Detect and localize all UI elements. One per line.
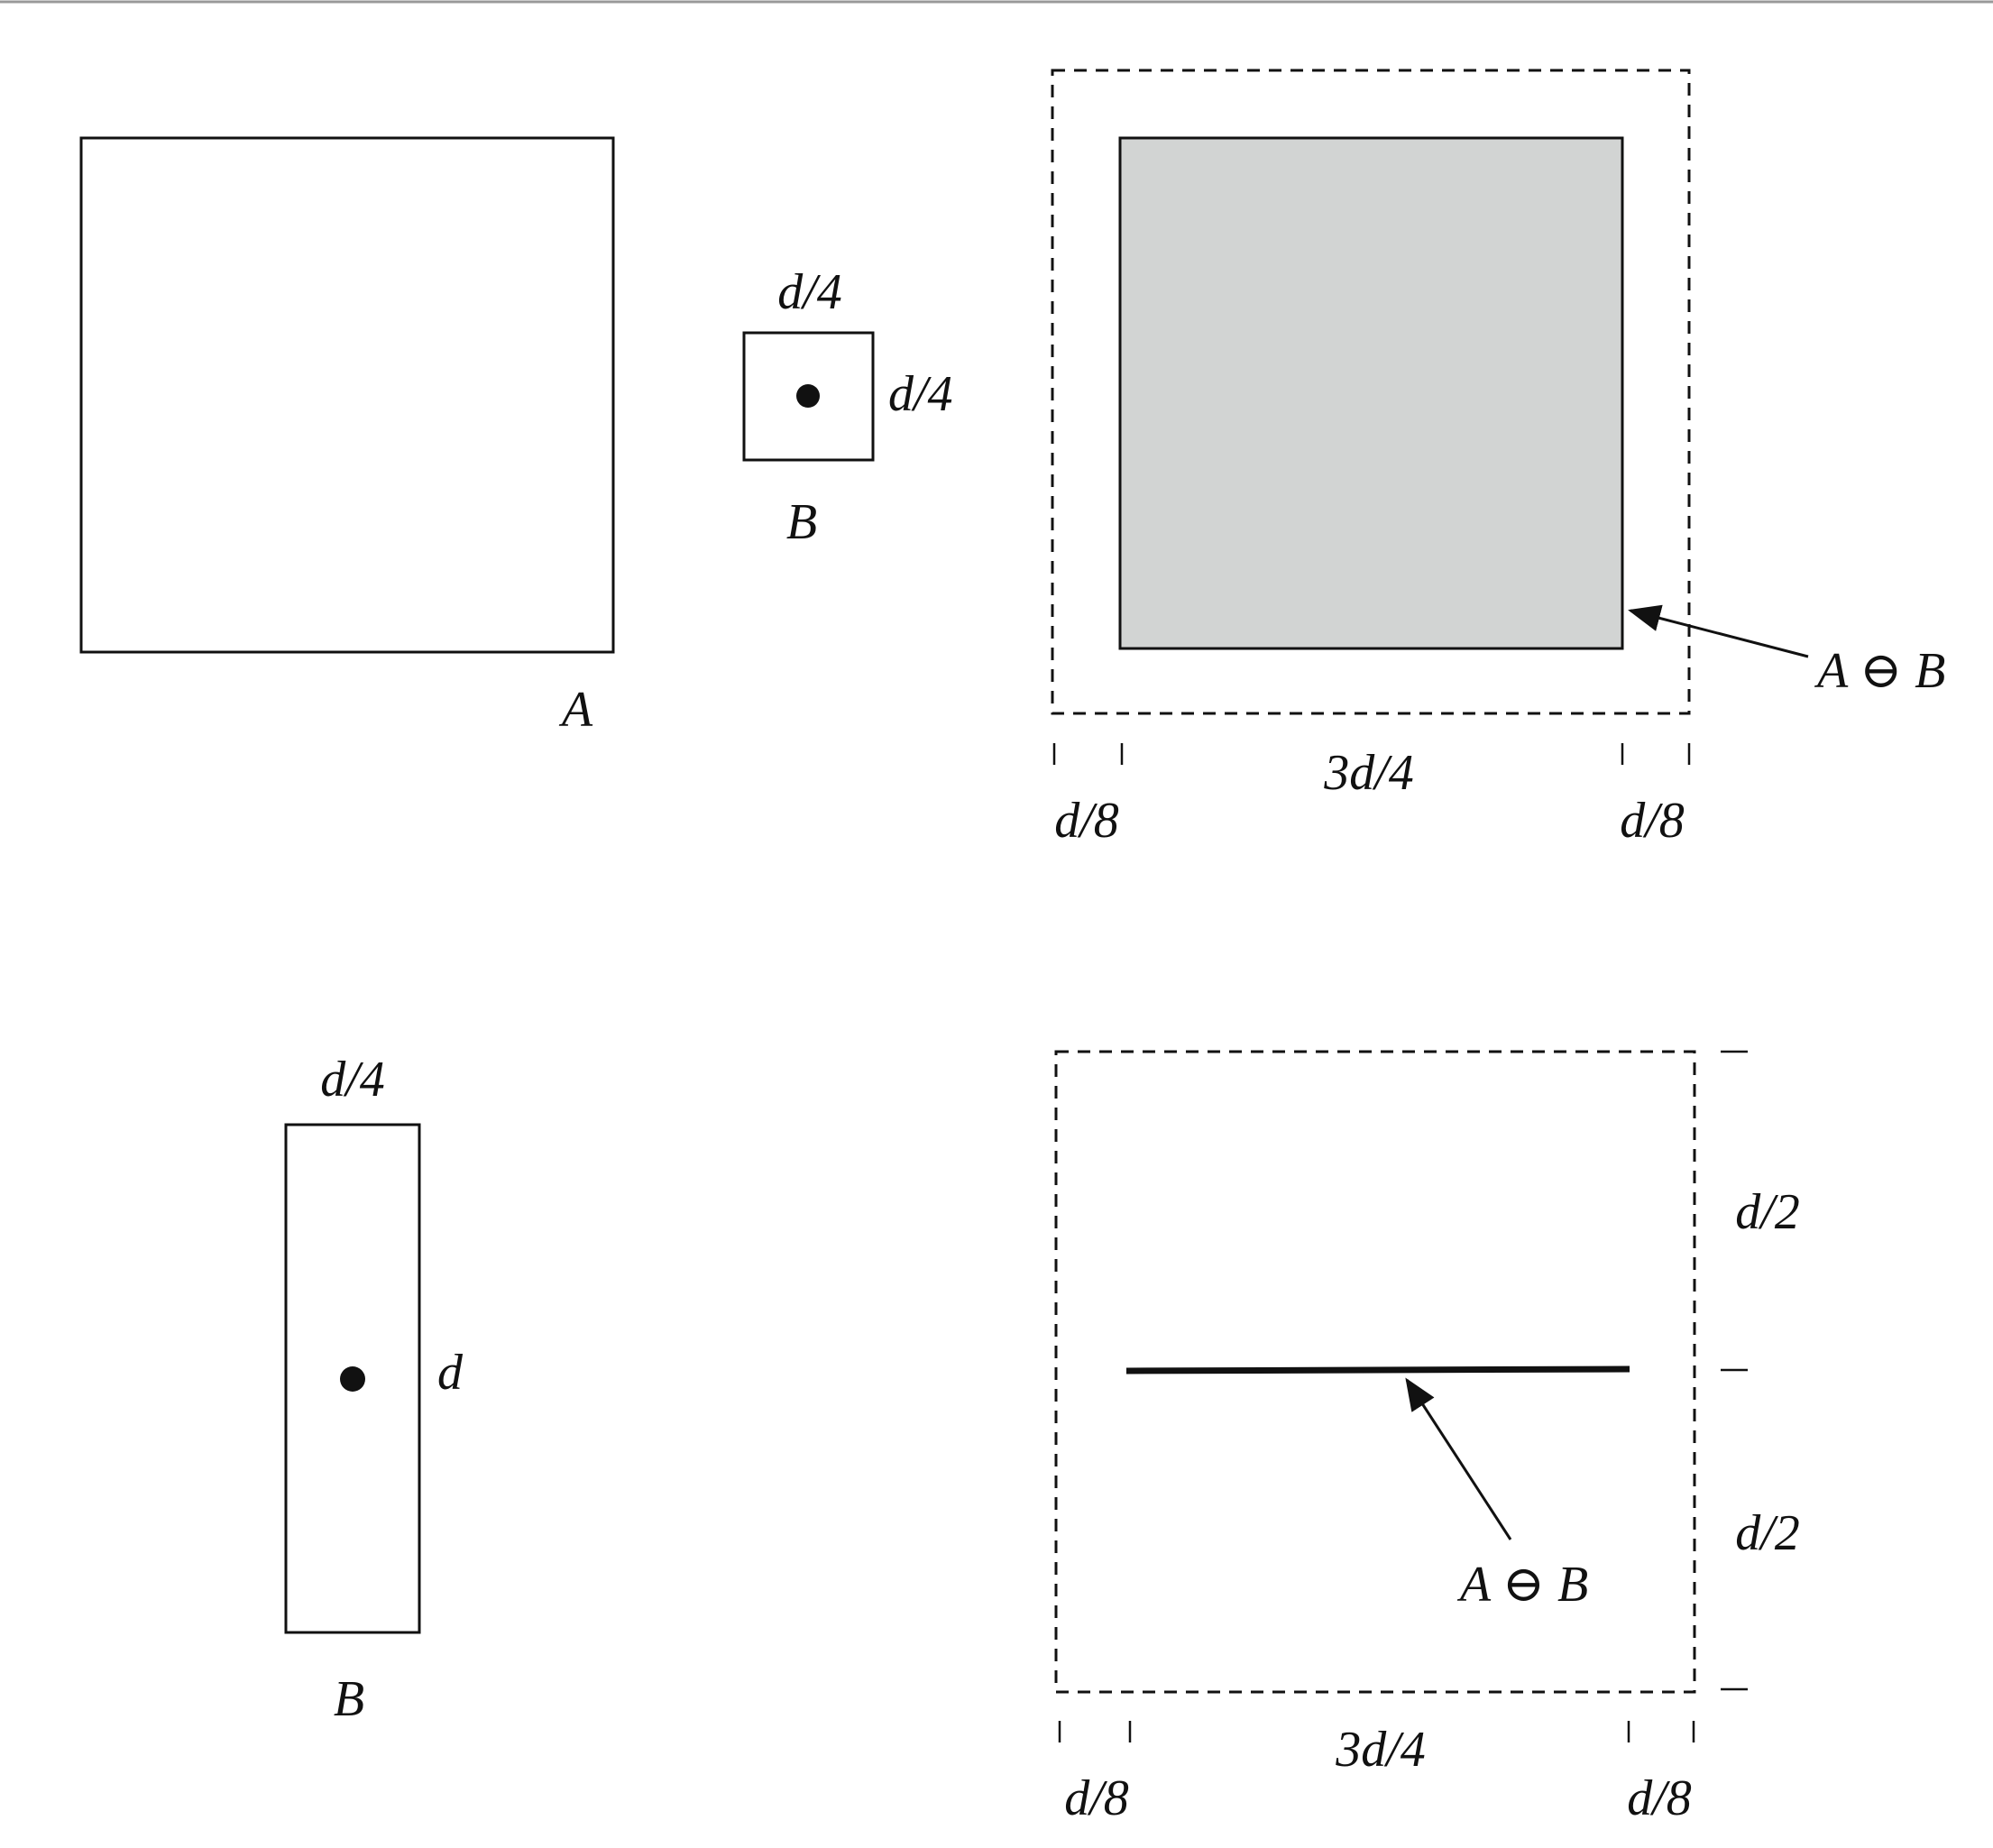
bottom-dim-center-label: 3d/4 [1335,1722,1426,1778]
set-a-square [79,136,615,654]
se-rect-width-label: d/4 [320,1052,385,1108]
se-rect-name-label: B [334,1671,364,1727]
bottom-dim-lower-label: d/2 [1735,1505,1800,1561]
bottom-vertical-ticks [1721,1050,1748,1691]
bottom-dim-right-label: d/8 [1627,1770,1692,1826]
top-dim-center-label: 3d/4 [1323,745,1414,801]
top-dimension-ticks [1052,743,1691,765]
se-rect-origin-dot [340,1366,365,1392]
se-small-name-label: B [786,494,817,550]
bottom-dim-upper-label: d/2 [1735,1184,1800,1240]
top-original-a-dashed [1051,69,1691,715]
se-small-width-label: d/4 [777,264,842,320]
se-small-height-label: d/4 [888,366,953,422]
bottom-dim-left-label: d/8 [1064,1770,1129,1826]
bottom-dimension-ticks [1058,1721,1695,1742]
top-dim-right-label: d/8 [1620,793,1685,849]
bottom-eroded-line [1125,1365,1630,1375]
bottom-original-a-dashed [1054,1050,1696,1694]
top-dim-left-label: d/8 [1054,793,1119,849]
se-rect-height-label: d [437,1345,464,1401]
top-result-label: A ⊖ B [1814,643,1945,699]
se-small-origin-dot [796,384,820,408]
se-rect [284,1123,421,1634]
top-result-arrow [1628,604,1809,658]
bottom-result-label: A ⊖ B [1456,1557,1588,1613]
se-small-square [742,331,875,462]
top-eroded-square [1118,136,1624,650]
set-a-label: A [558,682,593,738]
bottom-result-arrow [1405,1377,1512,1540]
